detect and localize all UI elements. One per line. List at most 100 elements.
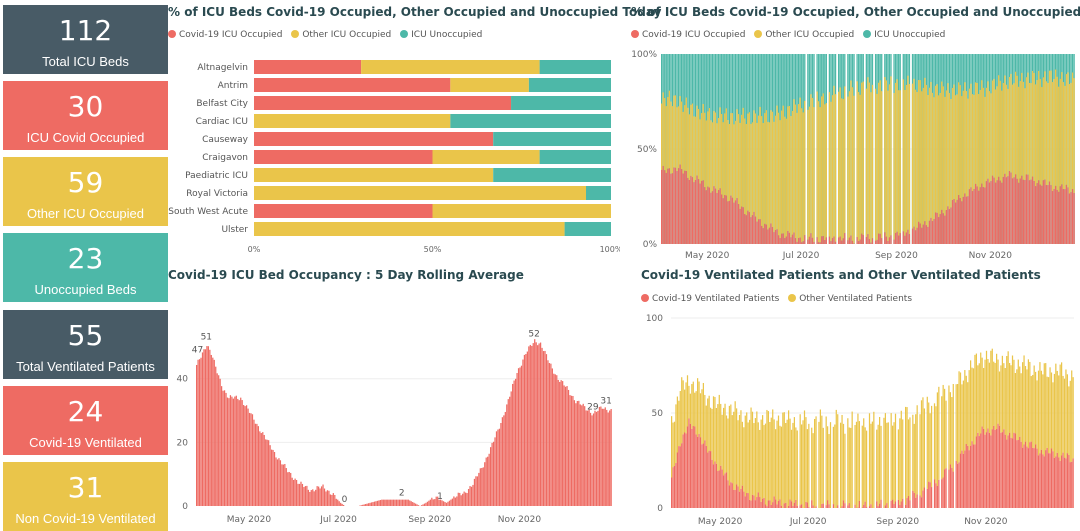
legend-item-covid-ventilated[interactable]: Covid-19 Ventilated Patients	[641, 294, 779, 304]
rolling-column	[395, 499, 398, 506]
other-column	[916, 91, 918, 228]
covid-column	[730, 195, 732, 244]
other-ventilated-column	[952, 384, 954, 472]
covid-ventilated-column	[1022, 447, 1024, 508]
other-column	[859, 94, 861, 240]
trend-stacked-column-chart[interactable]: 100% 50% 0% May 2020 Jul 2020 Sep 2020 Nov 202…	[631, 46, 1078, 262]
covid-ventilated-column	[1001, 432, 1004, 508]
legend-item-unoccupied[interactable]: ICU Unoccupied	[400, 30, 482, 40]
rolling-column	[592, 413, 595, 506]
other-ventilated-column	[892, 425, 894, 500]
ventilated-stacked-column-chart[interactable]: 0 50 100 May 2020 Jul 2020 Sep 2020 Nov 2020	[641, 310, 1078, 530]
rolling-column	[437, 496, 439, 506]
other-ventilated-column	[944, 388, 946, 470]
data-label: 51	[201, 333, 212, 343]
other-column	[865, 88, 867, 238]
rolling-column	[572, 395, 574, 506]
rolling-column	[581, 405, 583, 506]
rolling-column	[422, 504, 424, 506]
rolling-column	[322, 484, 324, 506]
other-ventilated-column	[724, 403, 726, 474]
covid-column	[682, 173, 684, 244]
other-ventilated-column	[884, 413, 887, 506]
trend-chart-legend[interactable]: Covid-19 ICU Occupied Other ICU Occupied…	[631, 30, 951, 40]
covid-column	[884, 232, 886, 244]
covid-column	[1062, 189, 1064, 244]
rolling-column	[429, 499, 431, 506]
rolling-column	[215, 366, 217, 506]
kpi-card-non-covid-ventilated[interactable]: 31 Non Covid-19 Ventilated	[3, 462, 168, 531]
rolling-column	[438, 499, 440, 506]
other-ventilated-column	[769, 422, 771, 501]
legend-item-other-ventilated[interactable]: Other Ventilated Patients	[788, 294, 912, 304]
today-stacked-bar-chart[interactable]: Altnagelvin Antrim Belfast City Cardiac ICU…	[168, 52, 620, 264]
rolling-column	[326, 490, 329, 506]
kpi-card-icu-covid-occupied[interactable]: 30 ICU Covid Occupied	[3, 81, 168, 150]
other-column	[754, 113, 757, 217]
rolling-column	[607, 412, 609, 506]
rolling-column	[231, 396, 233, 506]
other-column	[804, 100, 806, 236]
other-column	[1067, 72, 1069, 188]
covid-column	[676, 171, 678, 244]
rolling-column	[281, 464, 283, 506]
covid-column	[1039, 184, 1041, 244]
other-column	[1008, 76, 1011, 172]
other-column	[739, 122, 741, 209]
legend-dot-icon	[631, 30, 639, 38]
covid-ventilated-column	[832, 504, 835, 508]
rolling-column	[297, 483, 299, 506]
covid-ventilated-column	[1039, 453, 1041, 508]
legend-item-other[interactable]: Other ICU Occupied	[291, 30, 391, 40]
covid-ventilated-column	[788, 505, 790, 508]
other-ventilated-column	[988, 362, 991, 433]
covid-column	[965, 196, 968, 244]
other-ventilated-column	[782, 412, 784, 508]
legend-item-unoccupied[interactable]: ICU Unoccupied	[863, 30, 945, 40]
covid-column	[751, 215, 754, 244]
kpi-card-other-icu-occupied[interactable]: 59 Other ICU Occupied	[3, 157, 168, 226]
other-column	[682, 111, 684, 174]
covid-column	[914, 230, 917, 244]
other-ventilated-column	[689, 393, 692, 424]
other-ventilated-column	[985, 350, 988, 433]
kpi-card-total-icu-beds[interactable]: 112 Total ICU Beds	[3, 5, 168, 74]
rolling-column	[334, 494, 336, 506]
covid-ventilated-column	[893, 504, 895, 508]
other-ventilated-column	[931, 405, 933, 488]
covid-column	[813, 241, 815, 244]
covid-ventilated-column	[790, 501, 793, 508]
other-column	[964, 82, 966, 194]
other-ventilated-column	[685, 382, 687, 434]
rolling-column	[550, 363, 552, 506]
rolling-column	[485, 457, 487, 506]
kpi-value: 30	[67, 90, 104, 123]
other-column	[1062, 82, 1064, 190]
rolling-column	[560, 380, 562, 506]
legend-item-covid[interactable]: Covid-19 ICU Occupied	[631, 30, 745, 40]
other-ventilated-column	[802, 420, 804, 508]
other-ventilated-column	[1042, 374, 1044, 455]
other-ventilated-column	[913, 423, 915, 493]
kpi-card-unoccupied-beds[interactable]: 23 Unoccupied Beds	[3, 233, 168, 302]
covid-ventilated-column	[870, 504, 872, 508]
covid-ventilated-column	[886, 503, 888, 508]
other-column	[1045, 81, 1048, 186]
other-column	[1068, 84, 1071, 194]
legend-item-other[interactable]: Other ICU Occupied	[754, 30, 854, 40]
kpi-card-covid-ventilated[interactable]: 24 Covid-19 Ventilated	[3, 386, 168, 455]
rolling-column	[397, 499, 399, 506]
covid-column	[982, 187, 984, 244]
kpi-card-total-ventilated[interactable]: 55 Total Ventilated Patients	[3, 310, 168, 379]
covid-column	[931, 221, 934, 244]
rolling-column	[498, 428, 501, 506]
other-column	[994, 89, 997, 183]
today-chart-legend[interactable]: Covid-19 ICU Occupied Other ICU Occupied…	[168, 30, 488, 40]
covid-column	[822, 236, 824, 244]
ventilated-chart-legend[interactable]: Covid-19 Ventilated Patients Other Venti…	[641, 294, 918, 304]
other-column	[671, 106, 674, 174]
other-ventilated-column	[965, 375, 967, 444]
legend-item-covid[interactable]: Covid-19 ICU Occupied	[168, 30, 282, 40]
covid-ventilated-column	[1072, 458, 1074, 508]
